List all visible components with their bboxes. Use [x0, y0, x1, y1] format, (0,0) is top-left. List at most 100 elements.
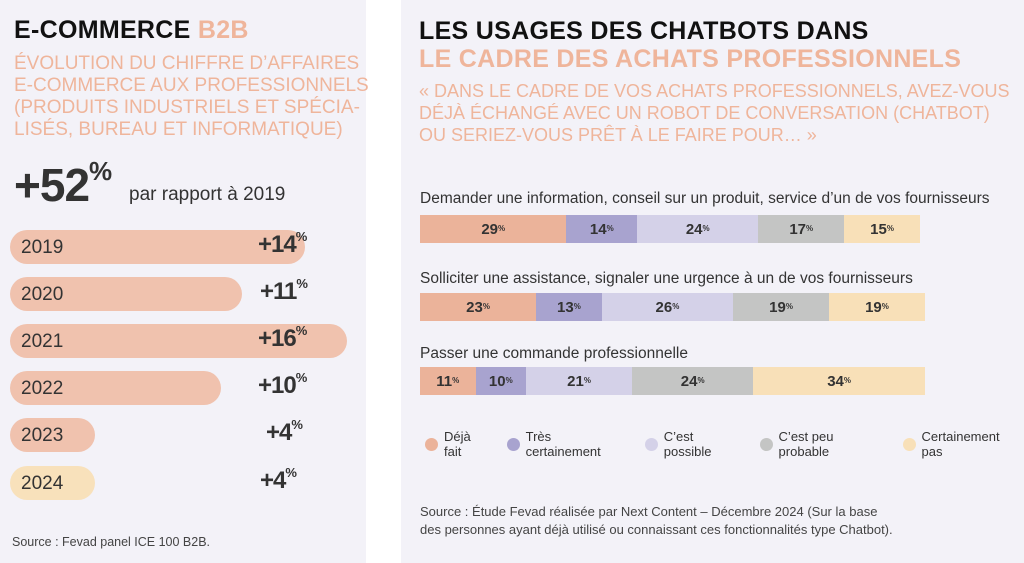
headline-text: par rapport à 2019	[129, 184, 286, 205]
segment-value: 14	[589, 220, 607, 238]
segment-unit: %	[606, 223, 614, 233]
subtitle-line: (PRODUITS INDUSTRIELS ET SPÉCIA-	[14, 97, 360, 118]
headline-unit: %	[89, 156, 112, 186]
year-bar: 2021	[10, 324, 347, 358]
value-text: +4	[260, 467, 286, 494]
legend-label: Certainement pas	[921, 429, 1000, 459]
value-text: +14	[258, 231, 297, 258]
segment-value: 11	[436, 372, 453, 390]
segment-value: 26	[655, 298, 673, 316]
question-label: Passer une commande professionnelle	[420, 345, 688, 362]
left-panel: E-COMMERCE B2B ÉVOLUTION DU CHIFFRE D’AF…	[0, 0, 369, 563]
question-label: Solliciter une assistance, signaler une …	[420, 270, 913, 287]
legend-swatch	[425, 437, 438, 451]
legend-swatch	[506, 437, 520, 451]
subtitle-line: E-COMMERCE AUX PROFESSIONNELS	[14, 75, 369, 96]
value-text: +4	[266, 419, 292, 446]
segment-unit: %	[505, 375, 513, 385]
segment-unit: %	[806, 223, 814, 233]
segment-unit: %	[881, 301, 889, 311]
bar-segment: 34%	[753, 367, 925, 395]
legend-swatch	[644, 437, 658, 451]
year-bar: 2020	[10, 277, 242, 311]
segment-unit: %	[482, 301, 490, 311]
question-line: « DANS LE CADRE DE VOS ACHATS PROFESSION…	[419, 81, 1010, 101]
right-panel: LES USAGES DES CHATBOTS DANS LE CADRE DE…	[401, 0, 1024, 563]
left-title: E-COMMERCE B2B	[14, 16, 249, 45]
subtitle-line: ÉVOLUTION DU CHIFFRE D’AFFAIRES	[14, 53, 360, 74]
bar-segment: 11%	[420, 367, 476, 395]
segment-value: 15	[870, 220, 887, 238]
year-bar: 2019	[10, 230, 305, 264]
value-unit: %	[295, 370, 308, 385]
source-line: des personnes ayant déjà utilisé ou conn…	[420, 522, 893, 537]
bar-segment: 19%	[829, 293, 925, 321]
bar-segment: 29%	[420, 215, 567, 243]
value-unit: %	[296, 276, 308, 291]
segment-value: 24	[680, 372, 698, 390]
segment-value: 19	[769, 298, 786, 316]
segment-unit: %	[672, 301, 680, 311]
question-label: Demander une information, conseil sur un…	[420, 190, 990, 207]
segment-value: 29	[481, 220, 498, 238]
value-unit: %	[295, 229, 308, 244]
segment-unit: %	[573, 301, 581, 311]
bar-segment: 21%	[526, 367, 633, 395]
value-text: +10	[258, 372, 297, 399]
bar-segment: 19%	[733, 293, 830, 321]
legend-label: C’est possible	[663, 429, 712, 459]
title-text: E-COMMERCE	[14, 16, 191, 44]
bar-segment: 10%	[475, 367, 527, 395]
right-source: Source : Étude Fevad réalisée par Next C…	[420, 503, 893, 539]
year-value-label: +10%	[258, 370, 308, 400]
year-value-label: +16%	[258, 323, 308, 353]
year-bar: 2022	[10, 371, 221, 405]
segment-unit: %	[843, 375, 852, 385]
year-bar: 2024	[10, 466, 95, 500]
value-text: +11	[260, 278, 297, 305]
value-text: +16	[258, 325, 297, 352]
bar-segment: 23%	[420, 293, 537, 321]
year-bar: 2023	[10, 418, 95, 452]
stacked-bar: 29% 14% 24% 17% 15%	[420, 215, 920, 243]
segment-value: 19	[865, 298, 882, 316]
segment-value: 17	[789, 220, 807, 238]
bar-segment: 13%	[536, 293, 602, 321]
bar-segment: 17%	[758, 215, 845, 243]
value-unit: %	[291, 417, 303, 432]
segment-value: 34	[827, 372, 844, 390]
segment-unit: %	[583, 375, 591, 385]
value-unit: %	[285, 465, 297, 480]
stacked-bar: 23% 13% 26% 19% 19%	[420, 293, 925, 321]
legend-item: Très certainement	[506, 429, 630, 459]
legend-item: Certainement pas	[902, 429, 1024, 459]
segment-value: 13	[557, 298, 574, 316]
question: « DANS LE CADRE DE VOS ACHATS PROFESSION…	[419, 80, 1009, 146]
segment-unit: %	[702, 223, 710, 233]
bar-segment: 26%	[601, 293, 734, 321]
legend: Déjà fait Très certainement C’est possible…	[425, 429, 1024, 459]
stacked-bar: 11% 10% 21% 24% 34%	[420, 367, 925, 395]
legend-item: Déjà fait	[425, 429, 492, 459]
legend-swatch	[759, 437, 773, 451]
segment-unit: %	[697, 375, 705, 385]
legend-label: C’est peu probable	[778, 429, 834, 459]
legend-swatch	[902, 437, 916, 451]
legend-label: Très certainement	[525, 429, 601, 459]
year-value-label: +11%	[260, 276, 308, 306]
headline-value: +52%	[14, 156, 112, 212]
segment-value: 24	[685, 220, 703, 238]
bar-segment: 24%	[632, 367, 754, 395]
segment-unit: %	[498, 223, 506, 233]
segment-value: 21	[567, 372, 584, 390]
title-accent: LE CADRE DES ACHATS PROFESSIONNELS	[419, 45, 962, 73]
year-value-label: +14%	[258, 229, 308, 259]
bar-segment: 24%	[637, 215, 759, 243]
legend-item: C’est peu probable	[759, 429, 888, 459]
bar-segment: 14%	[566, 215, 638, 243]
legend-label: Déjà fait	[443, 429, 471, 459]
value-unit: %	[295, 323, 308, 338]
segment-unit: %	[886, 223, 894, 233]
left-source: Source : Fevad panel ICE 100 B2B.	[12, 535, 211, 549]
question-line: DÉJÀ ÉCHANGÉ AVEC UN ROBOT DE CONVERSATI…	[419, 103, 990, 123]
